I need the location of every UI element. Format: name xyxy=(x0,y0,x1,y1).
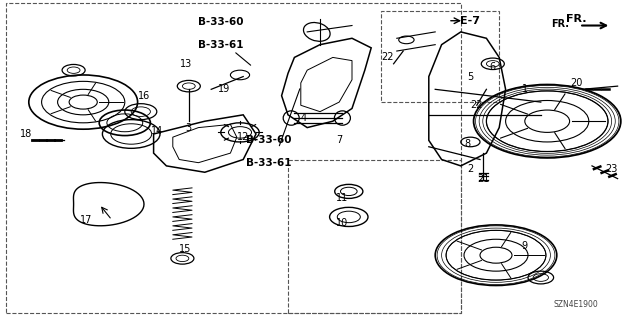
Text: B-33-60: B-33-60 xyxy=(198,17,244,27)
Text: 12: 12 xyxy=(237,132,250,142)
Text: B-33-61: B-33-61 xyxy=(246,158,292,168)
Text: 8: 8 xyxy=(464,138,470,149)
Text: 11: 11 xyxy=(336,193,349,203)
Text: 7: 7 xyxy=(336,135,342,145)
Text: 6: 6 xyxy=(490,62,496,72)
Bar xyxy=(288,160,461,313)
Text: 16: 16 xyxy=(138,91,150,101)
Text: 19: 19 xyxy=(218,84,230,94)
Bar xyxy=(381,11,499,102)
Text: 18: 18 xyxy=(19,129,32,139)
Text: E-7: E-7 xyxy=(460,16,481,26)
Text: 14: 14 xyxy=(150,126,163,136)
Text: 20: 20 xyxy=(570,78,582,88)
Text: 17: 17 xyxy=(80,215,93,225)
Text: 4: 4 xyxy=(301,113,307,123)
Text: 9: 9 xyxy=(522,241,528,251)
Text: B-33-60: B-33-60 xyxy=(246,135,292,145)
Text: B-33-61: B-33-61 xyxy=(198,40,244,50)
Text: 2: 2 xyxy=(467,164,474,174)
Text: 22: 22 xyxy=(381,52,394,63)
Text: 21: 21 xyxy=(477,174,490,184)
Text: 5: 5 xyxy=(467,71,474,82)
Text: FR.: FR. xyxy=(552,19,570,29)
Text: 13: 13 xyxy=(179,59,192,69)
Text: SZN4E1900: SZN4E1900 xyxy=(554,300,598,309)
Text: 23: 23 xyxy=(605,164,618,174)
Text: 10: 10 xyxy=(336,218,349,228)
Bar xyxy=(6,3,461,313)
Text: FR.: FR. xyxy=(566,14,586,24)
Text: 1: 1 xyxy=(522,84,528,94)
Text: 15: 15 xyxy=(179,244,192,254)
Text: 22: 22 xyxy=(470,100,483,110)
Text: 3: 3 xyxy=(186,122,192,133)
